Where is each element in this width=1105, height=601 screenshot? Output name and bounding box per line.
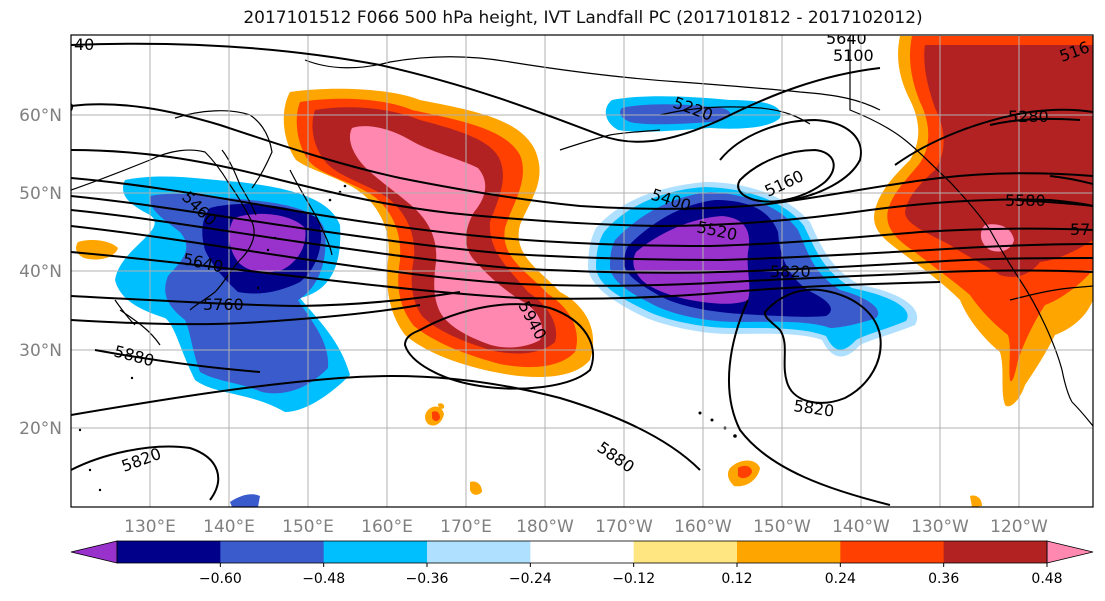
height-contours — [71, 42, 1093, 506]
colorbar-segment — [427, 541, 531, 563]
latitude-labels: 60°N 50°N 40°N 30°N 20°N — [19, 106, 62, 439]
colorbar-segment — [117, 541, 221, 563]
colorbar-segment — [840, 541, 945, 563]
lon-label-180w: 180°W — [516, 517, 574, 537]
lon-label-170w: 170°W — [595, 517, 653, 537]
longitude-labels: 130°E 140°E 150°E 160°E 170°E 180°W 170°… — [124, 517, 1048, 537]
lon-label-150e: 150°E — [282, 517, 334, 537]
contour-label-5280: 5280 — [1008, 107, 1049, 126]
contour-label-5100: 5100 — [833, 46, 874, 65]
contour-label-5580: 5580 — [1005, 191, 1046, 210]
colorbar-tick-label: −0.12 — [612, 571, 655, 587]
colorbar-tick-label: 0.48 — [1031, 571, 1062, 587]
lon-label-150w: 150°W — [753, 517, 811, 537]
lon-label-130w: 130°W — [911, 517, 969, 537]
contour-label-40: 40 — [74, 35, 94, 54]
lat-label-50n: 50°N — [19, 184, 62, 204]
lat-label-20n: 20°N — [19, 419, 62, 439]
map-title: 2017101512 F066 500 hPa height, IVT Land… — [243, 8, 923, 28]
colorbar-segment — [943, 541, 1048, 563]
contour-label-5760: 5760 — [203, 295, 244, 314]
colorbar-segment — [530, 541, 635, 563]
lon-label-140e: 140°E — [203, 517, 255, 537]
contour-label-57-fragment: 57 — [1070, 220, 1090, 239]
map-panel: 5100 5220 5280 5160 5400 5460 5520 5580 … — [57, 29, 1093, 507]
colorbar-tick-label: −0.36 — [406, 571, 449, 587]
gridlines — [71, 35, 1093, 507]
colorbar-segment — [220, 541, 325, 563]
lat-label-30n: 30°N — [19, 341, 62, 361]
colorbar-tick-label: −0.60 — [199, 571, 242, 587]
colorbar-low-extension — [70, 540, 118, 564]
contour-label-5820-east: 5820 — [770, 262, 811, 281]
colorbar-tick-label: 0.24 — [825, 571, 856, 587]
coastlines — [71, 36, 1093, 427]
colorbar-tick-labels: −0.60 −0.48 −0.36 −0.24 −0.12 0.12 0.24 0.36 0.4… — [199, 563, 1063, 587]
colorbar-segments — [117, 541, 1048, 563]
colorbar: −0.60 −0.48 −0.36 −0.24 −0.12 0.12 0.24 0.36 0.4… — [70, 540, 1094, 587]
colorbar-segment — [633, 541, 738, 563]
lat-label-60n: 60°N — [19, 106, 62, 126]
colorbar-frame — [116, 540, 1048, 564]
map-frame — [70, 34, 1094, 508]
island-dots — [78, 184, 737, 492]
contour-label-5640-north: 5640 — [826, 29, 867, 48]
small-anomaly-patches — [76, 240, 982, 507]
lon-label-170e: 170°E — [440, 517, 492, 537]
lat-label-40n: 40°N — [19, 262, 62, 282]
lon-label-120w: 120°W — [990, 517, 1048, 537]
colorbar-high-extension — [1046, 540, 1094, 564]
colorbar-tick-label: 0.12 — [721, 571, 752, 587]
colorbar-segment — [737, 541, 841, 563]
colorbar-segment — [323, 541, 428, 563]
lon-label-160e: 160°E — [361, 517, 413, 537]
colorbar-tick-label: −0.24 — [509, 571, 552, 587]
lon-label-140w: 140°W — [832, 517, 890, 537]
lon-label-130e: 130°E — [124, 517, 176, 537]
colorbar-tick-label: −0.48 — [302, 571, 345, 587]
contour-label-5-fragment: 5 — [57, 99, 77, 112]
colorbar-tick-label: 0.36 — [928, 571, 959, 587]
lon-label-160w: 160°W — [674, 517, 732, 537]
